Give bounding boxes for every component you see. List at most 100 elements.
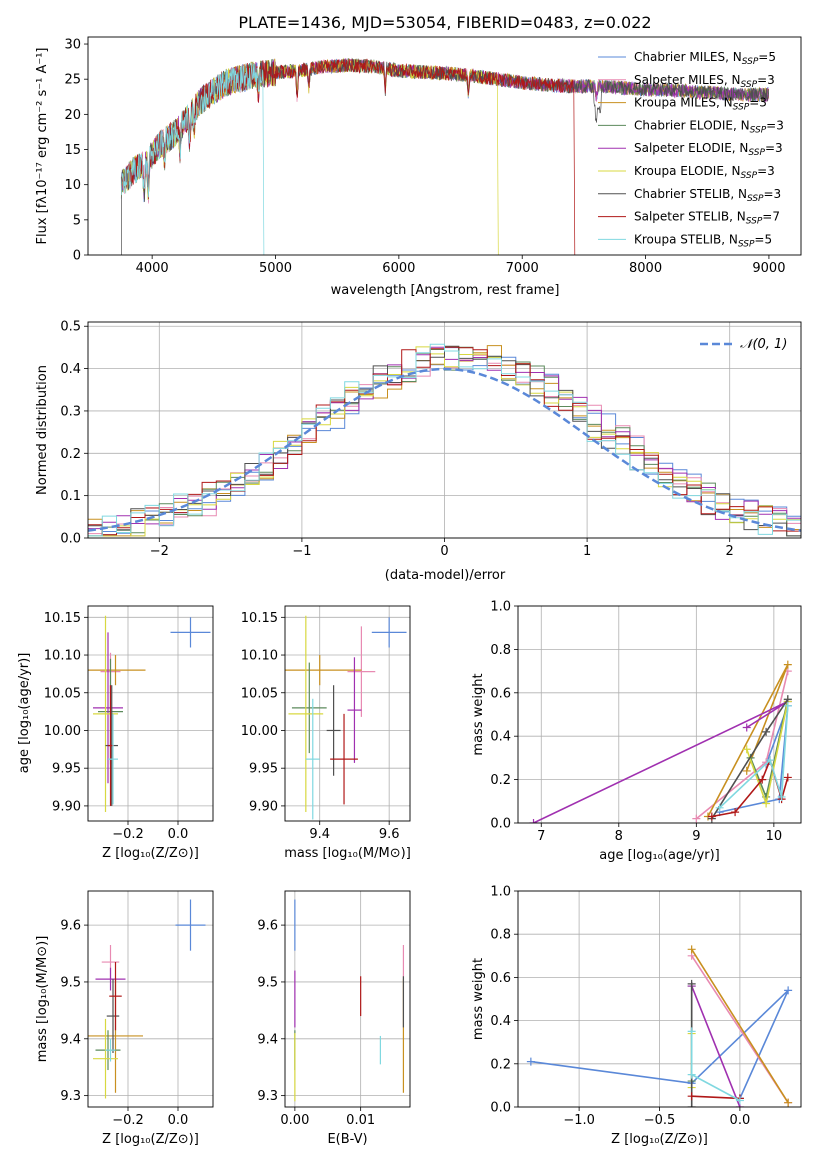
weight-marker-salpeter-stelib [783,773,792,782]
mass-vs-metallicity-panel: −0.2 0.0 9.3 9.4 9.5 9.6 Z [log₁₀(Z/Z⊙)] mass [… [35,890,214,1147]
weight-line-chabrier-miles [719,705,789,813]
spectrum-salpeter-stelib [120,58,576,255]
y-tick-label: 0.2 [490,1057,511,1072]
mass-weight-vs-metallicity-panel: −1.0 −0.5 0.0 0.0 0.2 0.4 0.6 0.8 1.0 Z [log₁₀(Z/… [471,885,802,1147]
weight-marker-salpeter-elodie [742,723,751,732]
error-bar-kroupa-elodie [288,615,324,812]
weight-marker-kroupa-miles [783,660,792,669]
weight-line-chabrier-miles [530,989,789,1099]
legend-value: =3 [765,141,783,155]
y-tick-label: 25 [64,73,81,88]
axes-frame [87,605,214,822]
y-tick-label: 0.6 [490,686,511,701]
weight-marker-kroupa-stelib [687,1027,696,1036]
axes-frame [284,890,411,1108]
weight-marker-kroupa-stelib [687,1070,696,1079]
x-tick-label: 2 [726,544,734,559]
y-axis-label: Normed distribution [35,365,50,495]
error-bar-kroupa-miles [285,655,362,686]
age-vs-mass-panel: 9.4 9.6 9.90 9.95 10.00 10.05 10.10 10.15 mass [… [241,605,411,861]
axes-frame [87,36,802,256]
legend-entry: Kroupa ELODIE, NSSP=3 [634,164,775,181]
y-tick-label: 10.05 [241,686,278,701]
weight-marker-kroupa-miles [784,1098,793,1107]
weight-marker-chabrier-stelib [762,727,771,736]
y-tick-label: 9.90 [52,799,81,814]
plot-area [526,945,793,1107]
legend-value: =5 [754,232,772,246]
y-tick-label: 0.2 [60,447,81,462]
y-tick-label: 0.2 [490,773,511,788]
error-bar-chabrier-stelib [106,979,120,1053]
legend-entry: Salpeter STELIB, NSSP=7 [634,210,780,227]
y-tick-label: 10.10 [241,649,278,664]
error-bar-salpeter-miles [347,626,376,717]
legend-entry: Kroupa MILES, NSSP=3 [634,96,767,113]
plot-area [529,660,792,823]
legend-subscript: SSP [747,194,764,204]
x-axis-label: age [log₁₀(age/yr)] [599,848,720,863]
y-tick-label: 10.00 [44,724,81,739]
grid-lines [88,891,213,1107]
weight-line-kroupa-miles [707,664,789,817]
legend-label: Kroupa MILES, N [634,96,733,110]
y-tick-label: 9.5 [60,975,81,990]
grid-lines [518,605,801,824]
error-bar-kroupa-stelib [105,1038,116,1062]
x-tick-label: 8 [615,829,623,844]
age-vs-metallicity-panel: −0.2 0.0 9.90 9.95 10.00 10.05 10.10 10.15 Z [lo… [17,605,214,861]
legend-entry: Chabrier STELIB, NSSP=3 [634,187,781,204]
weight-line-kroupa-stelib [719,705,789,809]
plot-area [285,615,407,820]
weight-marker-kroupa-stelib [777,792,786,801]
legend-subscript: SSP [750,125,767,135]
y-tick-label: 0.4 [490,730,511,745]
weight-marker-kroupa-stelib [765,756,774,765]
x-tick-label: 0.0 [168,1113,189,1128]
y-tick-label: 9.95 [249,762,278,777]
error-bar-kroupa-miles [88,655,146,686]
legend-subscript: SSP [742,57,759,67]
spectrum-kroupa-elodie [120,57,499,255]
x-tick-label: −0.2 [112,1113,144,1128]
x-tick-label: 0.01 [346,1113,375,1128]
legend-subscript: SSP [733,103,750,113]
spectrum-kroupa-stelib [120,63,265,255]
x-axis-label: mass [log₁₀(M/M⊙)] [284,846,411,861]
y-tick-label: 9.90 [249,799,278,814]
plot-area [88,343,801,537]
legend-label: Salpeter MILES, N [634,73,741,87]
weight-line-salpeter-stelib [711,757,789,818]
legend-entry: Salpeter MILES, NSSP=3 [634,73,775,90]
weight-line-salpeter-elodie [690,985,741,1107]
legend-subscript: SSP [746,217,763,227]
x-tick-label: −0.5 [644,1113,676,1128]
y-axis-label: Flux [fλ10⁻¹⁷ erg cm⁻² s⁻¹ A⁻¹] [35,48,50,245]
x-tick-label: 9.6 [379,827,400,842]
weight-marker-kroupa-elodie [742,745,751,754]
y-tick-label: 10.00 [241,724,278,739]
error-bar-salpeter-stelib [108,685,113,806]
error-bar-chabrier-stelib [326,685,341,776]
y-tick-label: 10.10 [44,649,81,664]
residual-histogram-panel: −2 −1 0 1 2 0.0 0.1 0.2 0.3 0.4 0.5 (data-model)/er… [35,320,802,583]
weight-marker-kroupa-miles [742,766,751,775]
x-tick-label: 9000 [752,261,785,276]
legend-label: Kroupa STELIB, N [634,232,738,246]
y-tick-label: 0.5 [60,320,81,335]
weight-marker-salpeter-stelib [707,812,716,821]
y-tick-label: 20 [64,108,81,123]
weight-marker-kroupa-miles [687,945,696,954]
weight-marker-salpeter-stelib [687,1092,696,1101]
legend-label: Chabrier MILES, N [634,50,742,64]
axes-frame [87,321,802,539]
y-tick-label: 10 [64,178,81,193]
error-bar-salpeter-elodie [93,632,123,784]
grid-lines [285,891,410,1107]
y-tick-label: 9.3 [60,1089,81,1104]
legend-entry: 𝒩(0, 1) [740,337,787,352]
grid-lines [88,606,213,821]
y-tick-label: 0.0 [490,1101,511,1116]
legend-subscript: SSP [741,171,758,181]
